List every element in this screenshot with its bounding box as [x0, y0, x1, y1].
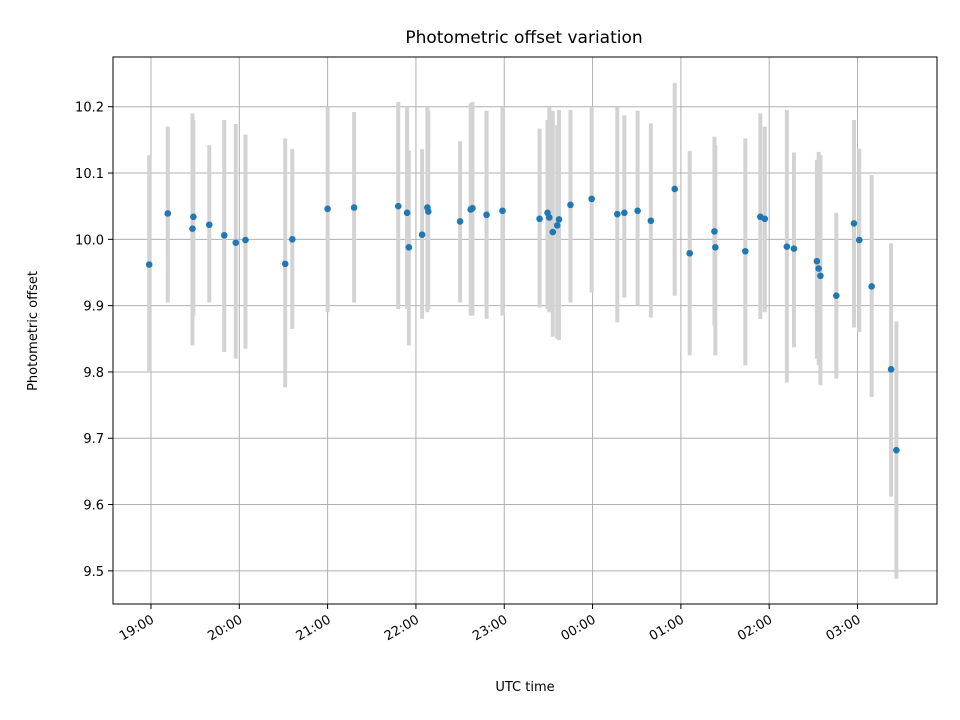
y-tick-label: 9.8 [83, 366, 104, 381]
y-tick-label: 9.7 [83, 432, 104, 447]
data-point [634, 207, 641, 215]
data-point [350, 204, 358, 211]
data-point [790, 245, 798, 252]
data-point [813, 257, 821, 265]
y-tick-label: 10.1 [75, 167, 104, 182]
data-point [456, 218, 464, 225]
data-point [536, 215, 543, 223]
data-point [424, 208, 432, 215]
data-point [817, 272, 824, 280]
data-point [499, 207, 506, 215]
data-point [671, 185, 678, 193]
data-point [742, 247, 749, 255]
data-point [418, 231, 426, 238]
y-axis-label: Photometric offset [26, 271, 41, 391]
data-point [205, 221, 213, 229]
data-point [868, 283, 875, 290]
data-points [145, 185, 900, 454]
data-point [553, 222, 561, 229]
data-point [189, 225, 196, 233]
data-point [164, 210, 172, 217]
data-point [403, 209, 411, 217]
data-point [850, 220, 858, 227]
data-point [887, 365, 895, 373]
data-point [712, 243, 719, 251]
data-point [549, 228, 557, 236]
data-point [281, 260, 289, 268]
data-point [893, 446, 900, 454]
data-point [242, 236, 249, 244]
data-point [815, 265, 822, 272]
data-point [145, 261, 153, 268]
data-point [588, 195, 595, 203]
y-tick-label: 9.6 [83, 499, 104, 514]
data-point [469, 204, 476, 212]
data-point [567, 201, 574, 209]
data-point [613, 210, 621, 218]
chart-title: Photometric offset variation [405, 28, 642, 48]
data-point [190, 213, 197, 221]
y-tick-label: 10.2 [75, 101, 104, 116]
data-point [483, 211, 490, 219]
data-point [621, 209, 628, 217]
data-point [761, 215, 769, 223]
data-point [232, 239, 240, 246]
y-tick-label: 9.9 [83, 300, 104, 315]
data-point [855, 236, 863, 244]
data-point [783, 243, 791, 250]
plot-frame [112, 56, 938, 605]
y-tick-label: 10.0 [75, 233, 104, 248]
data-point [324, 205, 331, 213]
data-point [647, 217, 655, 225]
x-axis-label: UTC time [495, 680, 554, 695]
data-point [545, 214, 553, 221]
data-point [220, 232, 228, 239]
data-point [288, 236, 296, 243]
data-point [555, 216, 563, 223]
data-point [394, 202, 402, 210]
y-tick-label: 9.5 [83, 565, 104, 580]
data-point [833, 292, 840, 299]
data-point [686, 249, 694, 257]
data-point [711, 228, 718, 235]
data-point [405, 243, 413, 251]
